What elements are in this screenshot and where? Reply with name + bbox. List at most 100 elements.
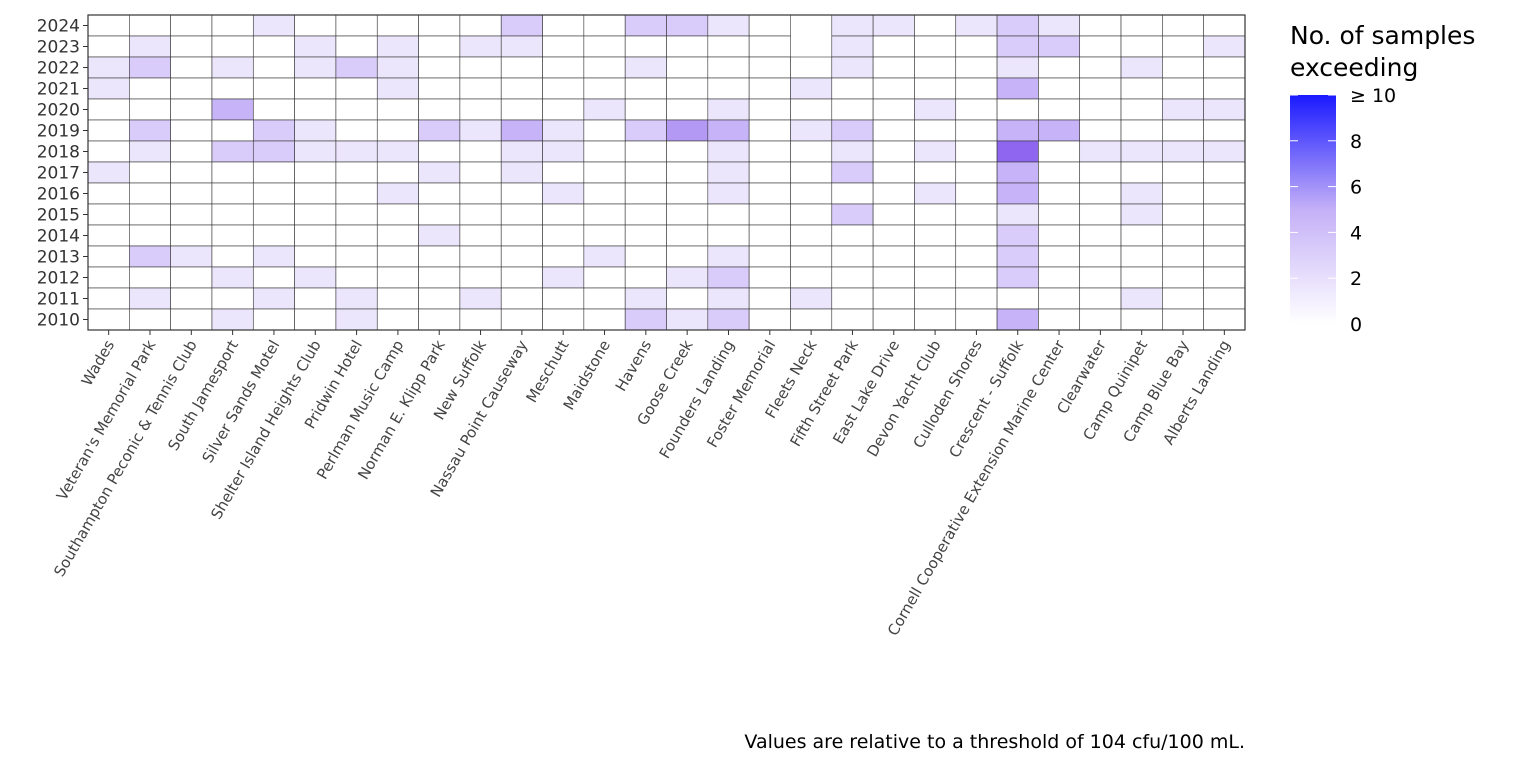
heatmap-cell [1203, 77, 1246, 100]
heatmap-cell [831, 56, 874, 79]
heatmap-cell [748, 245, 791, 268]
heatmap-cell [666, 140, 709, 163]
heatmap-cell [1162, 35, 1204, 58]
heatmap-cell [1079, 308, 1122, 331]
heatmap-cell [872, 77, 915, 100]
heatmap-cell [1079, 98, 1122, 121]
heatmap-cell [583, 56, 626, 79]
heatmap-cell [252, 140, 295, 163]
heatmap-cell [583, 119, 626, 142]
heatmap-cell [1162, 203, 1204, 226]
y-tick-label: 2017 [37, 164, 80, 184]
heatmap-cell [1120, 161, 1163, 184]
heatmap-cell [748, 140, 791, 163]
heatmap-cell [1162, 224, 1204, 247]
heatmap-cell [170, 14, 213, 37]
heatmap-cell [583, 77, 626, 100]
legend-tick-label: 0 [1350, 314, 1362, 336]
heatmap-cell [376, 98, 419, 121]
heatmap-cell [170, 119, 213, 142]
heatmap-cell [1203, 140, 1246, 163]
heatmap-cell [914, 140, 957, 163]
heatmap-cell [252, 98, 295, 121]
heatmap-cell [418, 203, 461, 226]
heatmap-cell [294, 119, 337, 142]
y-tick-label: 2013 [37, 248, 80, 268]
heatmap-cell [914, 266, 957, 289]
heatmap-cell [872, 224, 915, 247]
heatmap-cell [748, 224, 791, 247]
heatmap-cell [583, 245, 626, 268]
heatmap-cell [1038, 119, 1081, 142]
heatmap-cell [872, 14, 915, 37]
heatmap-cell [666, 56, 709, 79]
heatmap-cell [170, 203, 213, 226]
heatmap-cell [790, 224, 833, 247]
heatmap-cell [707, 266, 750, 289]
heatmap-cell [294, 35, 337, 58]
heatmap-cell [211, 266, 254, 289]
heatmap-cell [748, 98, 791, 121]
heatmap-cell [1120, 245, 1163, 268]
heatmap-cell [376, 203, 419, 226]
heatmap-cell [1120, 119, 1163, 142]
heatmap-cell [831, 35, 874, 58]
heatmap-cell [129, 287, 171, 310]
heatmap-cell [1120, 56, 1163, 79]
heatmap-cell [707, 35, 750, 58]
heatmap-cell [624, 98, 667, 121]
heatmap-cell [707, 182, 750, 205]
heatmap-cell [294, 245, 337, 268]
heatmap-cell [790, 182, 833, 205]
heatmap-cell [996, 266, 1039, 289]
heatmap-cell [624, 308, 667, 331]
x-tick-label: Founders Landing [656, 337, 738, 462]
heatmap-cell [418, 119, 461, 142]
heatmap-cell [335, 161, 378, 184]
heatmap-cell [1162, 14, 1204, 37]
heatmap-cell [500, 224, 543, 247]
heatmap-cell [1120, 14, 1163, 37]
heatmap-cell [252, 77, 295, 100]
heatmap-cell [252, 266, 295, 289]
heatmap-cell [1079, 56, 1122, 79]
heatmap-cell [666, 98, 709, 121]
heatmap-cell [1120, 308, 1163, 331]
heatmap-cell [542, 140, 585, 163]
heatmap-cell [831, 203, 874, 226]
heatmap-cell [624, 77, 667, 100]
heatmap-cell [87, 35, 130, 58]
heatmap-cell [1203, 119, 1246, 142]
heatmap-cell [790, 77, 833, 100]
heatmap-cell [1038, 98, 1081, 121]
heatmap-cell [87, 140, 130, 163]
heatmap-cell [1038, 140, 1081, 163]
heatmap-cell [666, 203, 709, 226]
heatmap-cell [170, 56, 213, 79]
heatmap-cell [914, 224, 957, 247]
heatmap-cell [376, 140, 419, 163]
heatmap-cell [1079, 161, 1122, 184]
heatmap-cell [666, 119, 709, 142]
heatmap-cell [459, 203, 502, 226]
heatmap-cell [294, 77, 337, 100]
heatmap-cell [996, 140, 1039, 163]
heatmap-cell [87, 245, 130, 268]
heatmap-cell [1203, 98, 1246, 121]
heatmap-cell [1120, 224, 1163, 247]
legend-tick-label: 4 [1350, 222, 1362, 244]
heatmap-cell [624, 161, 667, 184]
heatmap-cell [170, 161, 213, 184]
y-tick-label: 2024 [37, 17, 80, 37]
heatmap-cell [583, 140, 626, 163]
heatmap-cell [1162, 308, 1204, 331]
heatmap-cell [996, 182, 1039, 205]
heatmap-cell [914, 203, 957, 226]
heatmap-cell [872, 98, 915, 121]
heatmap-cell [955, 14, 998, 37]
heatmap-cell [1203, 308, 1246, 331]
heatmap-cell [707, 308, 750, 331]
heatmap-cell [748, 161, 791, 184]
y-tick-label: 2019 [37, 122, 80, 142]
